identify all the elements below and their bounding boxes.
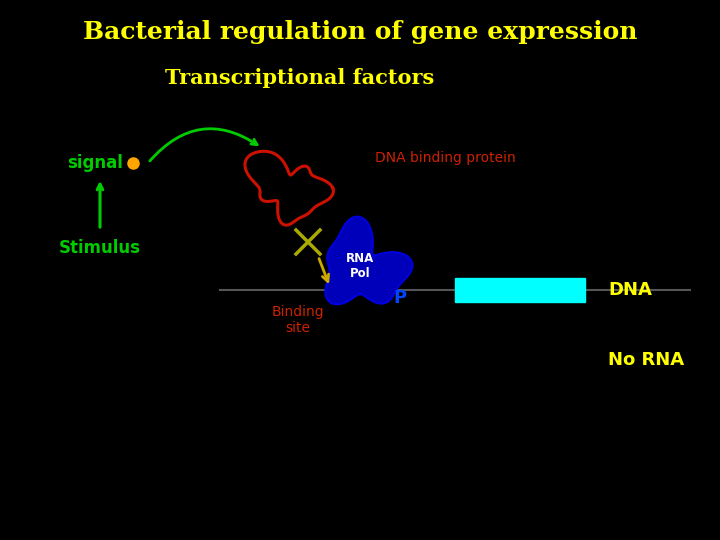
Text: Transcriptional factors: Transcriptional factors	[166, 68, 435, 88]
Text: No RNA: No RNA	[608, 351, 684, 369]
Text: P: P	[393, 289, 407, 307]
Text: Bacterial regulation of gene expression: Bacterial regulation of gene expression	[83, 20, 637, 44]
Text: Binding
site: Binding site	[271, 305, 324, 335]
Text: DNA binding protein: DNA binding protein	[374, 151, 516, 165]
Text: DNA: DNA	[608, 281, 652, 299]
Text: Stimulus: Stimulus	[59, 239, 141, 257]
Text: signal: signal	[67, 154, 123, 172]
Polygon shape	[325, 217, 413, 305]
FancyBboxPatch shape	[455, 278, 585, 302]
Text: RNA
Pol: RNA Pol	[346, 252, 374, 280]
